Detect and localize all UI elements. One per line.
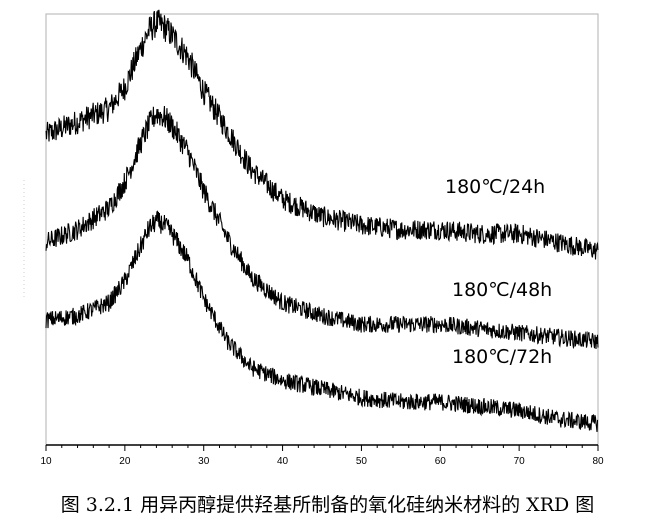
x-tick-label: 60 bbox=[435, 456, 447, 467]
series-line bbox=[45, 9, 599, 260]
series-labels: 180℃/24h 180℃/48h 180℃/72h bbox=[445, 176, 552, 368]
x-axis-ticks bbox=[45, 445, 599, 451]
xrd-chart: 10 20 30 40 50 60 70 80 180℃/24h 180℃/48h 180℃/72… bbox=[23, 9, 604, 467]
x-tick-label: 40 bbox=[277, 456, 289, 467]
x-axis-tick-labels: 10 20 30 40 50 60 70 80 bbox=[40, 456, 604, 467]
x-tick-label: 50 bbox=[356, 456, 368, 467]
series-lines bbox=[45, 9, 599, 432]
x-tick-label: 10 bbox=[40, 456, 52, 467]
x-tick-label: 30 bbox=[198, 456, 210, 467]
series-label: 180℃/72h bbox=[452, 346, 552, 368]
series-line bbox=[45, 105, 599, 350]
series-label: 180℃/24h bbox=[445, 176, 545, 198]
x-tick-label: 80 bbox=[592, 456, 604, 467]
series-line bbox=[45, 210, 599, 432]
series-label: 180℃/48h bbox=[452, 279, 552, 301]
figure-caption: 图 3.2.1 用异丙醇提供羟基所制备的氧化硅纳米材料的 XRD 图 bbox=[60, 494, 595, 516]
x-tick-label: 70 bbox=[514, 456, 526, 467]
x-tick-label: 20 bbox=[119, 456, 131, 467]
